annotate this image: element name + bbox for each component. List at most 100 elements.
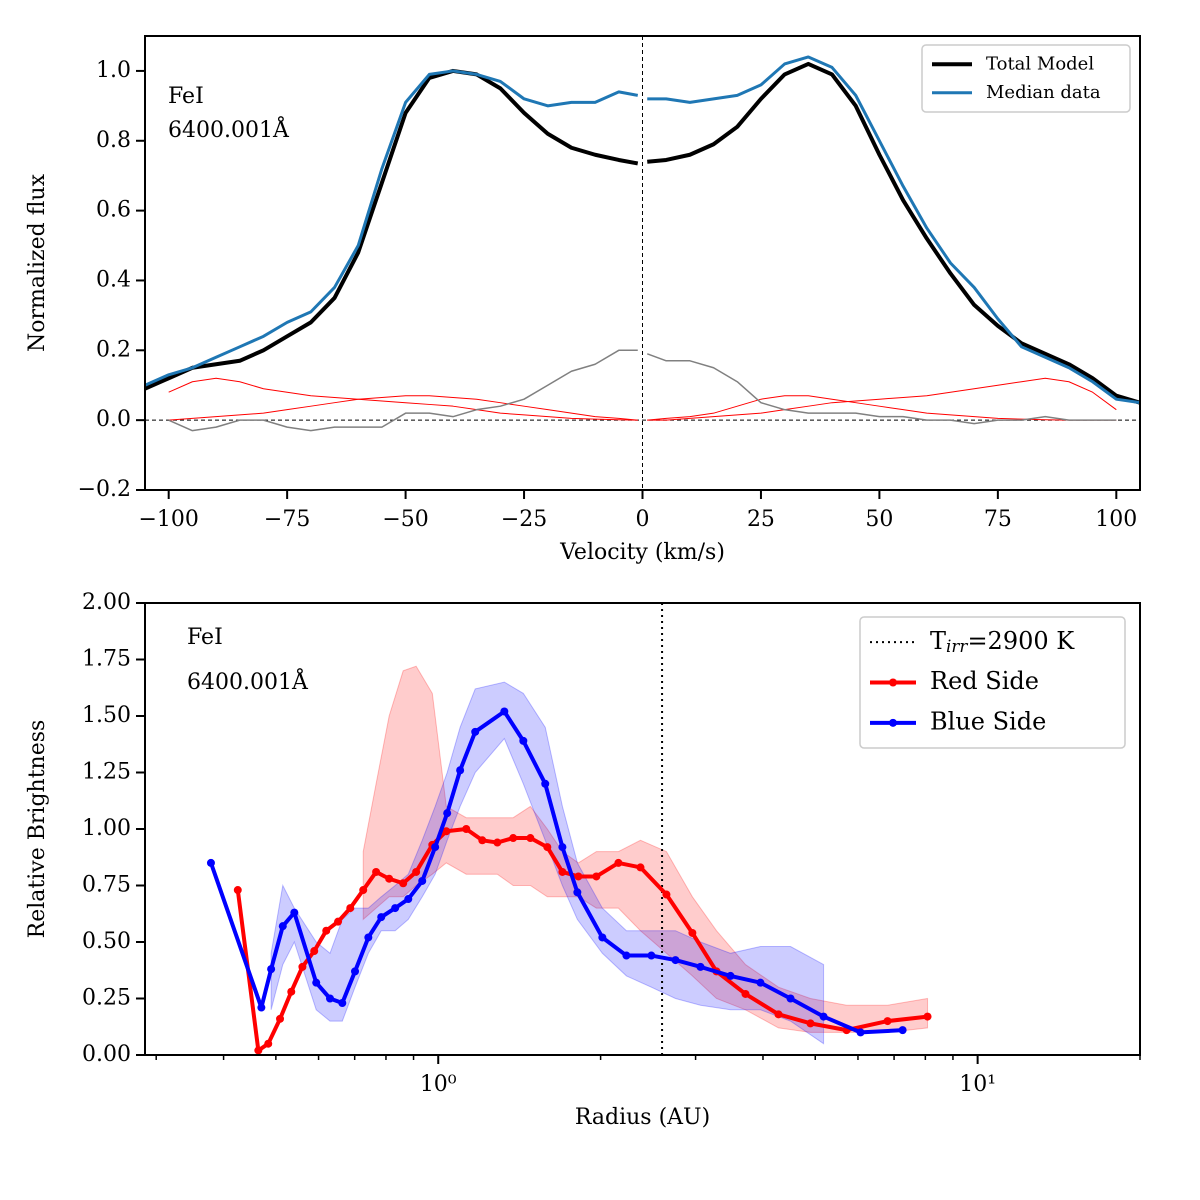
point: [298, 962, 307, 971]
x-tick-label: 25: [747, 507, 775, 532]
series-line: [145, 61, 1140, 405]
series-line: [145, 55, 1140, 405]
y-tick-label: 0.4: [96, 267, 131, 292]
annotation: 6400.001Å: [187, 667, 309, 695]
point: [543, 843, 552, 852]
x-tick-label: −100: [138, 507, 198, 532]
point: [442, 827, 451, 836]
series-line: [647, 395, 1117, 421]
point: [883, 1017, 892, 1026]
point: [322, 926, 331, 935]
point: [399, 879, 408, 888]
y-tick-label: 0.0: [96, 407, 131, 432]
point: [898, 1026, 907, 1035]
point: [290, 908, 299, 917]
point: [541, 779, 550, 788]
y-tick-label: 1.75: [82, 647, 131, 672]
point: [471, 727, 480, 736]
series-line: [209, 709, 903, 1035]
point: [688, 928, 697, 937]
y-tick-label: 0.6: [96, 198, 131, 223]
point: [786, 994, 795, 1003]
x-tick-label: 75: [984, 507, 1012, 532]
legend-key-marker: [889, 678, 897, 687]
point: [264, 1039, 273, 1048]
point: [418, 876, 427, 885]
point: [377, 913, 386, 922]
point: [443, 809, 452, 818]
point: [278, 922, 287, 931]
legend-box: [859, 616, 1126, 749]
y-tick-label: 1.0: [96, 58, 131, 83]
point: [364, 933, 373, 942]
point: [267, 965, 276, 974]
y-tick-label: 1.25: [82, 760, 131, 785]
band: [362, 665, 929, 1033]
point: [806, 1019, 815, 1028]
point: [254, 1046, 263, 1055]
x-tick-label: −25: [501, 507, 547, 532]
point: [456, 766, 465, 775]
legend-label-rest: =2900 K: [967, 627, 1075, 655]
point: [558, 843, 567, 852]
y-tick-label: 2.00: [82, 590, 131, 615]
y-axis-label: Normalized flux: [25, 173, 50, 352]
point: [206, 858, 215, 867]
point: [500, 707, 509, 716]
x-tick-label: 0: [636, 507, 650, 532]
point: [310, 947, 319, 956]
series-line: [647, 377, 1117, 421]
point: [338, 999, 347, 1008]
point: [431, 843, 440, 852]
x-axis-label: Velocity (km/s): [559, 540, 725, 565]
point: [622, 951, 631, 960]
y-axis-label: Relative Brightness: [25, 720, 50, 939]
band: [270, 681, 825, 1045]
point: [671, 956, 680, 965]
point: [334, 917, 343, 926]
point: [598, 933, 607, 942]
point: [592, 872, 601, 881]
series-line: [168, 395, 638, 421]
point: [696, 962, 705, 971]
point: [346, 904, 355, 913]
point: [412, 867, 421, 876]
point: [359, 886, 368, 895]
point: [662, 890, 671, 899]
x-tick-label: 50: [865, 507, 893, 532]
point: [574, 872, 583, 881]
y-tick-label: 0.50: [82, 929, 131, 954]
y-tick-label: −0.2: [78, 477, 131, 502]
x-tick-label: −50: [382, 507, 428, 532]
point: [741, 989, 750, 998]
y-tick-label: 1.50: [82, 703, 131, 728]
plot-area: [206, 603, 932, 1055]
point: [391, 904, 400, 913]
point: [774, 1010, 783, 1019]
annotation: FeI: [168, 84, 204, 109]
x-tick-label: 100: [1095, 507, 1137, 532]
legend-box: [921, 44, 1131, 113]
point: [385, 874, 394, 883]
point: [856, 1028, 865, 1037]
y-tick-label: 0.8: [96, 128, 131, 153]
point: [558, 867, 567, 876]
plot-area: [145, 36, 1140, 490]
point: [478, 836, 487, 845]
point: [493, 838, 502, 847]
x-tick-label: 10⁰: [420, 1072, 457, 1097]
x-tick-label: −75: [264, 507, 310, 532]
point: [636, 863, 645, 872]
point: [509, 834, 518, 843]
legend-label: Median data: [986, 82, 1101, 103]
point: [726, 971, 735, 980]
point: [573, 888, 582, 897]
annotation: 6400.001Å: [168, 115, 290, 143]
point: [325, 994, 334, 1003]
point: [923, 1012, 932, 1021]
point: [647, 951, 656, 960]
series-line: [168, 377, 638, 421]
point: [351, 967, 360, 976]
